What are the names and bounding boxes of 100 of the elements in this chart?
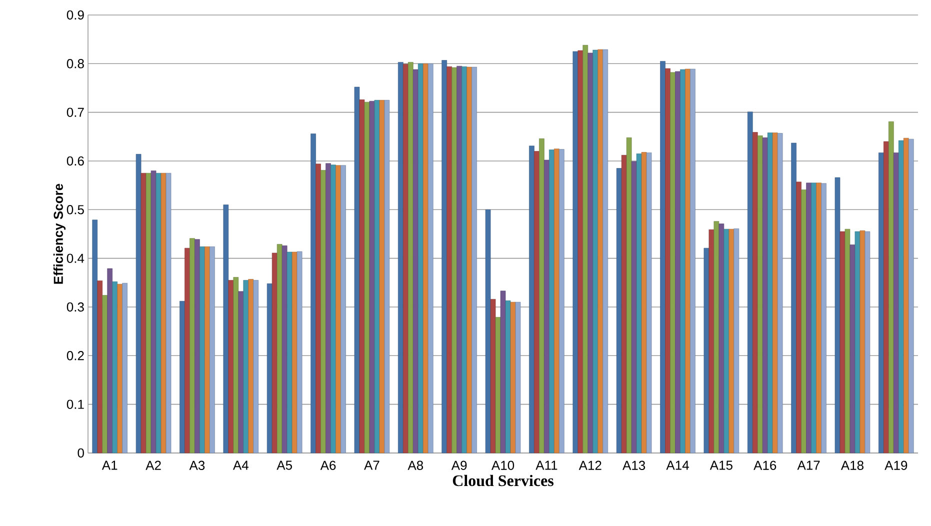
- y-tick-label: 0.1: [66, 400, 84, 409]
- y-tick-label: 0.3: [66, 302, 84, 312]
- x-tick-label: A6: [320, 460, 336, 470]
- bar: [364, 102, 370, 454]
- bar: [286, 252, 292, 454]
- y-tick-label: 0.8: [66, 59, 84, 68]
- x-tick-label: A11: [536, 460, 558, 470]
- bar: [336, 165, 341, 454]
- bar: [456, 66, 462, 454]
- bar: [276, 244, 282, 454]
- bar: [767, 132, 773, 454]
- bar: [675, 71, 680, 454]
- bar: [403, 64, 408, 454]
- bar: [602, 49, 608, 454]
- bar: [559, 149, 564, 454]
- bar: [704, 248, 710, 454]
- bar: [243, 280, 249, 454]
- bar: [578, 50, 584, 454]
- bar: [626, 137, 632, 454]
- bar: [811, 182, 816, 454]
- bar: [150, 170, 156, 454]
- bar: [462, 66, 467, 454]
- bar: [685, 68, 690, 454]
- bar: [752, 132, 758, 454]
- bar: [500, 290, 506, 454]
- bar: [665, 68, 670, 454]
- x-tick-label: A18: [840, 460, 864, 470]
- bar: [680, 69, 686, 454]
- x-tick-label: A14: [666, 460, 689, 470]
- bar: [112, 282, 118, 454]
- bar: [884, 141, 889, 454]
- y-axis-title: Efficiency Score: [53, 184, 66, 284]
- y-tick-label: 0.9: [66, 10, 84, 20]
- bar: [670, 72, 676, 454]
- bar: [878, 152, 884, 454]
- bar: [904, 138, 909, 454]
- x-tick-label: A5: [276, 460, 292, 470]
- bar: [529, 146, 534, 454]
- bar: [844, 228, 850, 454]
- bar: [714, 221, 720, 454]
- bar: [238, 291, 244, 454]
- bar: [806, 182, 812, 454]
- bar: [588, 52, 594, 454]
- bar: [898, 140, 904, 454]
- bar: [316, 164, 321, 454]
- bar: [762, 137, 768, 454]
- bar: [646, 152, 652, 454]
- bar: [840, 231, 846, 454]
- y-tick-label: 0.5: [66, 205, 84, 214]
- bar: [117, 284, 122, 454]
- bar: [864, 231, 870, 454]
- bar: [821, 183, 826, 454]
- bar: [485, 210, 491, 454]
- bar: [554, 148, 560, 454]
- bar: [734, 228, 740, 454]
- bar: [228, 280, 234, 454]
- bar: [850, 244, 856, 454]
- bar: [140, 173, 146, 454]
- bar: [534, 151, 540, 454]
- x-tick-label: A13: [622, 460, 646, 470]
- x-tick-label: A4: [232, 460, 248, 470]
- bar: [572, 51, 578, 454]
- bar: [122, 282, 128, 454]
- x-tick-label: A8: [408, 460, 424, 470]
- bar: [452, 67, 457, 454]
- bar: [621, 155, 627, 454]
- bar: [210, 246, 215, 454]
- bar: [428, 64, 434, 454]
- bar: [690, 68, 696, 454]
- bar: [510, 302, 516, 454]
- bar: [894, 152, 899, 454]
- bar: [582, 45, 588, 454]
- x-tick-label: A19: [884, 460, 908, 470]
- bar: [549, 150, 554, 454]
- y-tick-label: 0.2: [66, 351, 84, 360]
- bar: [248, 279, 254, 454]
- bar: [204, 246, 210, 454]
- bar: [330, 164, 336, 454]
- y-tick-label: 0.4: [66, 254, 84, 263]
- bar: [326, 163, 331, 454]
- bar: [472, 66, 477, 454]
- y-tick-label: 0.7: [66, 108, 84, 117]
- bar: [282, 246, 288, 454]
- bar: [592, 50, 598, 454]
- bar: [728, 228, 734, 454]
- bar: [724, 228, 730, 454]
- bar: [310, 134, 316, 454]
- bar: [374, 100, 380, 454]
- bar: [160, 173, 166, 454]
- bar: [796, 182, 802, 454]
- bar: [466, 66, 472, 454]
- bar: [184, 248, 190, 454]
- bar: [422, 64, 428, 454]
- bar: [495, 317, 501, 454]
- x-tick-label: A15: [710, 460, 732, 470]
- bar: [834, 177, 840, 454]
- bar: [408, 62, 414, 454]
- bar: [379, 100, 385, 454]
- bar: [359, 100, 365, 454]
- x-tick-label: A10: [491, 460, 514, 470]
